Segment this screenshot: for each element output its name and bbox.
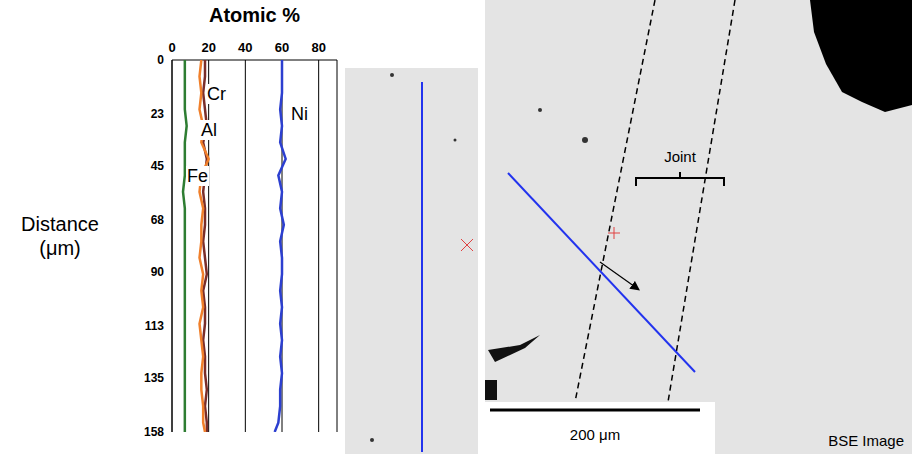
svg-text:158: 158 bbox=[144, 425, 164, 439]
svg-text:20: 20 bbox=[201, 40, 215, 55]
svg-text:90: 90 bbox=[151, 265, 165, 279]
svg-text:BSE Image: BSE Image bbox=[828, 432, 904, 449]
svg-text:80: 80 bbox=[311, 40, 325, 55]
svg-text:60: 60 bbox=[275, 40, 289, 55]
svg-text:23: 23 bbox=[151, 107, 165, 121]
html-text:Atomic %: Atomic % bbox=[208, 4, 301, 26]
svg-text:0: 0 bbox=[157, 53, 164, 67]
html-text:Cr: Cr bbox=[207, 84, 226, 104]
html-text:Ni: Ni bbox=[291, 104, 308, 124]
html-text:Fe: Fe bbox=[187, 166, 208, 186]
svg-text:Joint: Joint bbox=[664, 148, 697, 165]
svg-text:68: 68 bbox=[151, 213, 165, 227]
svg-text:200 μm: 200 μm bbox=[570, 426, 620, 443]
html-text:(μm): (μm) bbox=[39, 237, 81, 259]
svg-text:113: 113 bbox=[145, 319, 165, 333]
svg-text:40: 40 bbox=[238, 40, 252, 55]
html-text:Al: Al bbox=[201, 120, 217, 140]
html-text:Distance: Distance bbox=[21, 213, 99, 235]
svg-text:0: 0 bbox=[168, 40, 175, 55]
svg-text:45: 45 bbox=[151, 159, 165, 173]
svg-text:135: 135 bbox=[144, 371, 164, 385]
